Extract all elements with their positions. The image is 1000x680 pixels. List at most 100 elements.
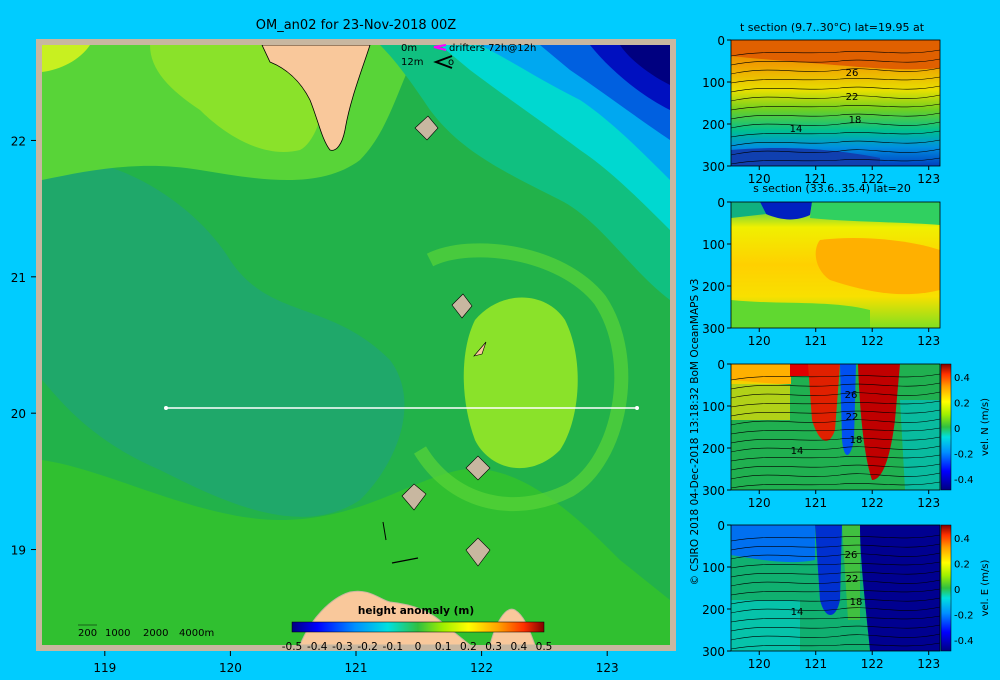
section-panels: t section (9.7..30°C) lat=19.95 at 26 22…: [702, 21, 991, 671]
ssh-eddy-rim: [414, 243, 629, 511]
contour-line: [730, 588, 941, 596]
contour-line: [730, 112, 941, 120]
section-x-tick-label: 123: [917, 172, 940, 186]
contour-line: [730, 400, 941, 408]
contour-line: [730, 382, 941, 390]
section-x-tick-label: 123: [917, 334, 940, 348]
map-y-tick-label: 19: [11, 544, 26, 558]
ssh-north-light: [150, 45, 330, 152]
section-y-tick-label: 0: [717, 358, 725, 372]
height-colorbar: height anomaly (m) -0.5 -0.4 -0.3 -0.2 -0.1 0…: [282, 605, 553, 653]
contour-line: [730, 579, 941, 587]
section-x-tick-label: 120: [748, 334, 771, 348]
section-x-tick-label: 122: [861, 172, 884, 186]
section-y-tick-label: 0: [717, 519, 725, 533]
map-y-tick-label: 22: [11, 134, 26, 148]
contour-line: [730, 642, 941, 650]
velocity-colorbar-tick-label: 0.2: [954, 560, 970, 571]
legend-depth-12: 12m: [401, 57, 423, 68]
ssh-eddy: [463, 297, 578, 469]
main-map: 0m 12m drifters 72h@12h o 200 1000 2000 …: [11, 39, 676, 675]
velocity-colorbar-tick-label: 0.4: [954, 534, 970, 545]
contour-line: [730, 130, 941, 138]
ssh-navy: [620, 45, 670, 85]
vn-label-26: 26: [845, 390, 858, 401]
t-section-title: t section (9.7..30°C) lat=19.95 at: [740, 21, 925, 34]
colorbar-tick-label: -0.2: [357, 641, 378, 653]
velocity-colorbar-tick-label: -0.2: [954, 450, 974, 461]
section-y-tick-label: 300: [702, 645, 725, 659]
contour-line: [730, 85, 941, 93]
contour-line: [730, 139, 941, 147]
vn-label-22: 22: [846, 412, 859, 423]
section-y-tick-label: 300: [702, 484, 725, 498]
velocity-arrow-icon: [433, 55, 453, 69]
map-x-tick-label: 121: [345, 661, 368, 675]
contour-line: [730, 94, 941, 102]
map-x-tick-label: 119: [93, 661, 116, 675]
contour-line: [730, 552, 941, 560]
ssh-yellow-nw: [42, 45, 90, 72]
section-y-tick-label: 200: [702, 118, 725, 132]
map-y-axis: 19 20 21 22: [11, 134, 36, 558]
ve-blue-west: [731, 525, 815, 563]
vn-section-panel: 26 22 18 14 vel. N (m/s): [730, 363, 991, 491]
map-y-tick-label: 21: [11, 271, 26, 285]
s-section-deep-green: [731, 300, 870, 328]
contour-line: [730, 534, 941, 542]
section-y-tick-label: 0: [717, 34, 725, 48]
colorbar-tick-label: 0.1: [435, 641, 452, 653]
bathymetry-label-1000: 1000: [105, 628, 130, 639]
contour-line: [730, 121, 941, 129]
ve-label-22: 22: [846, 574, 859, 585]
s-section-top-green: [731, 202, 766, 218]
colorbar-tick-label: 0.2: [460, 641, 477, 653]
vn-label-14: 14: [791, 446, 804, 457]
credits-text: © CSIRO 2018 04-Dec-2018 13:18:32 BoM Oc…: [689, 279, 701, 586]
section-y-tick-label: 100: [702, 400, 725, 414]
section-line-start: [164, 406, 168, 410]
ve-label-26: 26: [845, 550, 858, 561]
vn-band-1: [731, 364, 791, 384]
s-section-top-green-2: [810, 202, 940, 225]
contour-line: [730, 615, 941, 623]
section-y-tick-label: 300: [702, 160, 725, 174]
contour-line: [730, 561, 941, 569]
land-island-6: [465, 537, 491, 567]
contour-line: [730, 418, 941, 426]
section-x-tick-label: 121: [804, 657, 827, 671]
ve-label-14: 14: [791, 607, 804, 618]
ve-label-18: 18: [850, 597, 863, 608]
colorbar-tick-label: 0.3: [485, 641, 502, 653]
section-y-tick-label: 200: [702, 280, 725, 294]
velocity-colorbar-tick-label: -0.2: [954, 611, 974, 622]
vn-colorbar: [940, 363, 952, 491]
contour-line: [730, 436, 941, 444]
velocity-colorbar-tick-label: 0: [954, 585, 960, 596]
colorbar-tick-label: -0.4: [307, 641, 328, 653]
map-x-tick-label: 123: [596, 661, 619, 675]
s-section-top-blue: [760, 202, 812, 220]
legend-drifter-text: drifters 72h@12h: [449, 43, 536, 54]
contour-line: [730, 606, 941, 614]
t-section-upper-orange: [731, 40, 940, 70]
colorbar-ramp: [291, 621, 545, 633]
bathymetry-label-4000: 4000m: [179, 628, 214, 639]
velocity-colorbar-tick-label: 0.2: [954, 399, 970, 410]
contour-line: [730, 472, 941, 480]
t-label-14: 14: [790, 124, 803, 135]
contour-line: [730, 58, 941, 66]
colorbar-tick-label: -0.1: [383, 641, 404, 653]
t-section-panel: t section (9.7..30°C) lat=19.95 at 26 22…: [730, 21, 941, 167]
map-title: OM_an02 for 23-Nov-2018 00Z: [256, 18, 457, 33]
velocity-colorbar-tick-label: -0.4: [954, 636, 974, 647]
ve-blue-mid: [815, 525, 842, 615]
section-y-tick-label: 200: [702, 603, 725, 617]
bathymetry-label-200: 200: [78, 628, 97, 639]
colorbar-tick-label: -0.3: [332, 641, 353, 653]
land-island-3: [473, 341, 487, 357]
contour-line: [730, 454, 941, 462]
legend-velocity-o: o: [448, 57, 454, 68]
section-x-tick-label: 122: [861, 334, 884, 348]
contour-line: [730, 76, 941, 84]
